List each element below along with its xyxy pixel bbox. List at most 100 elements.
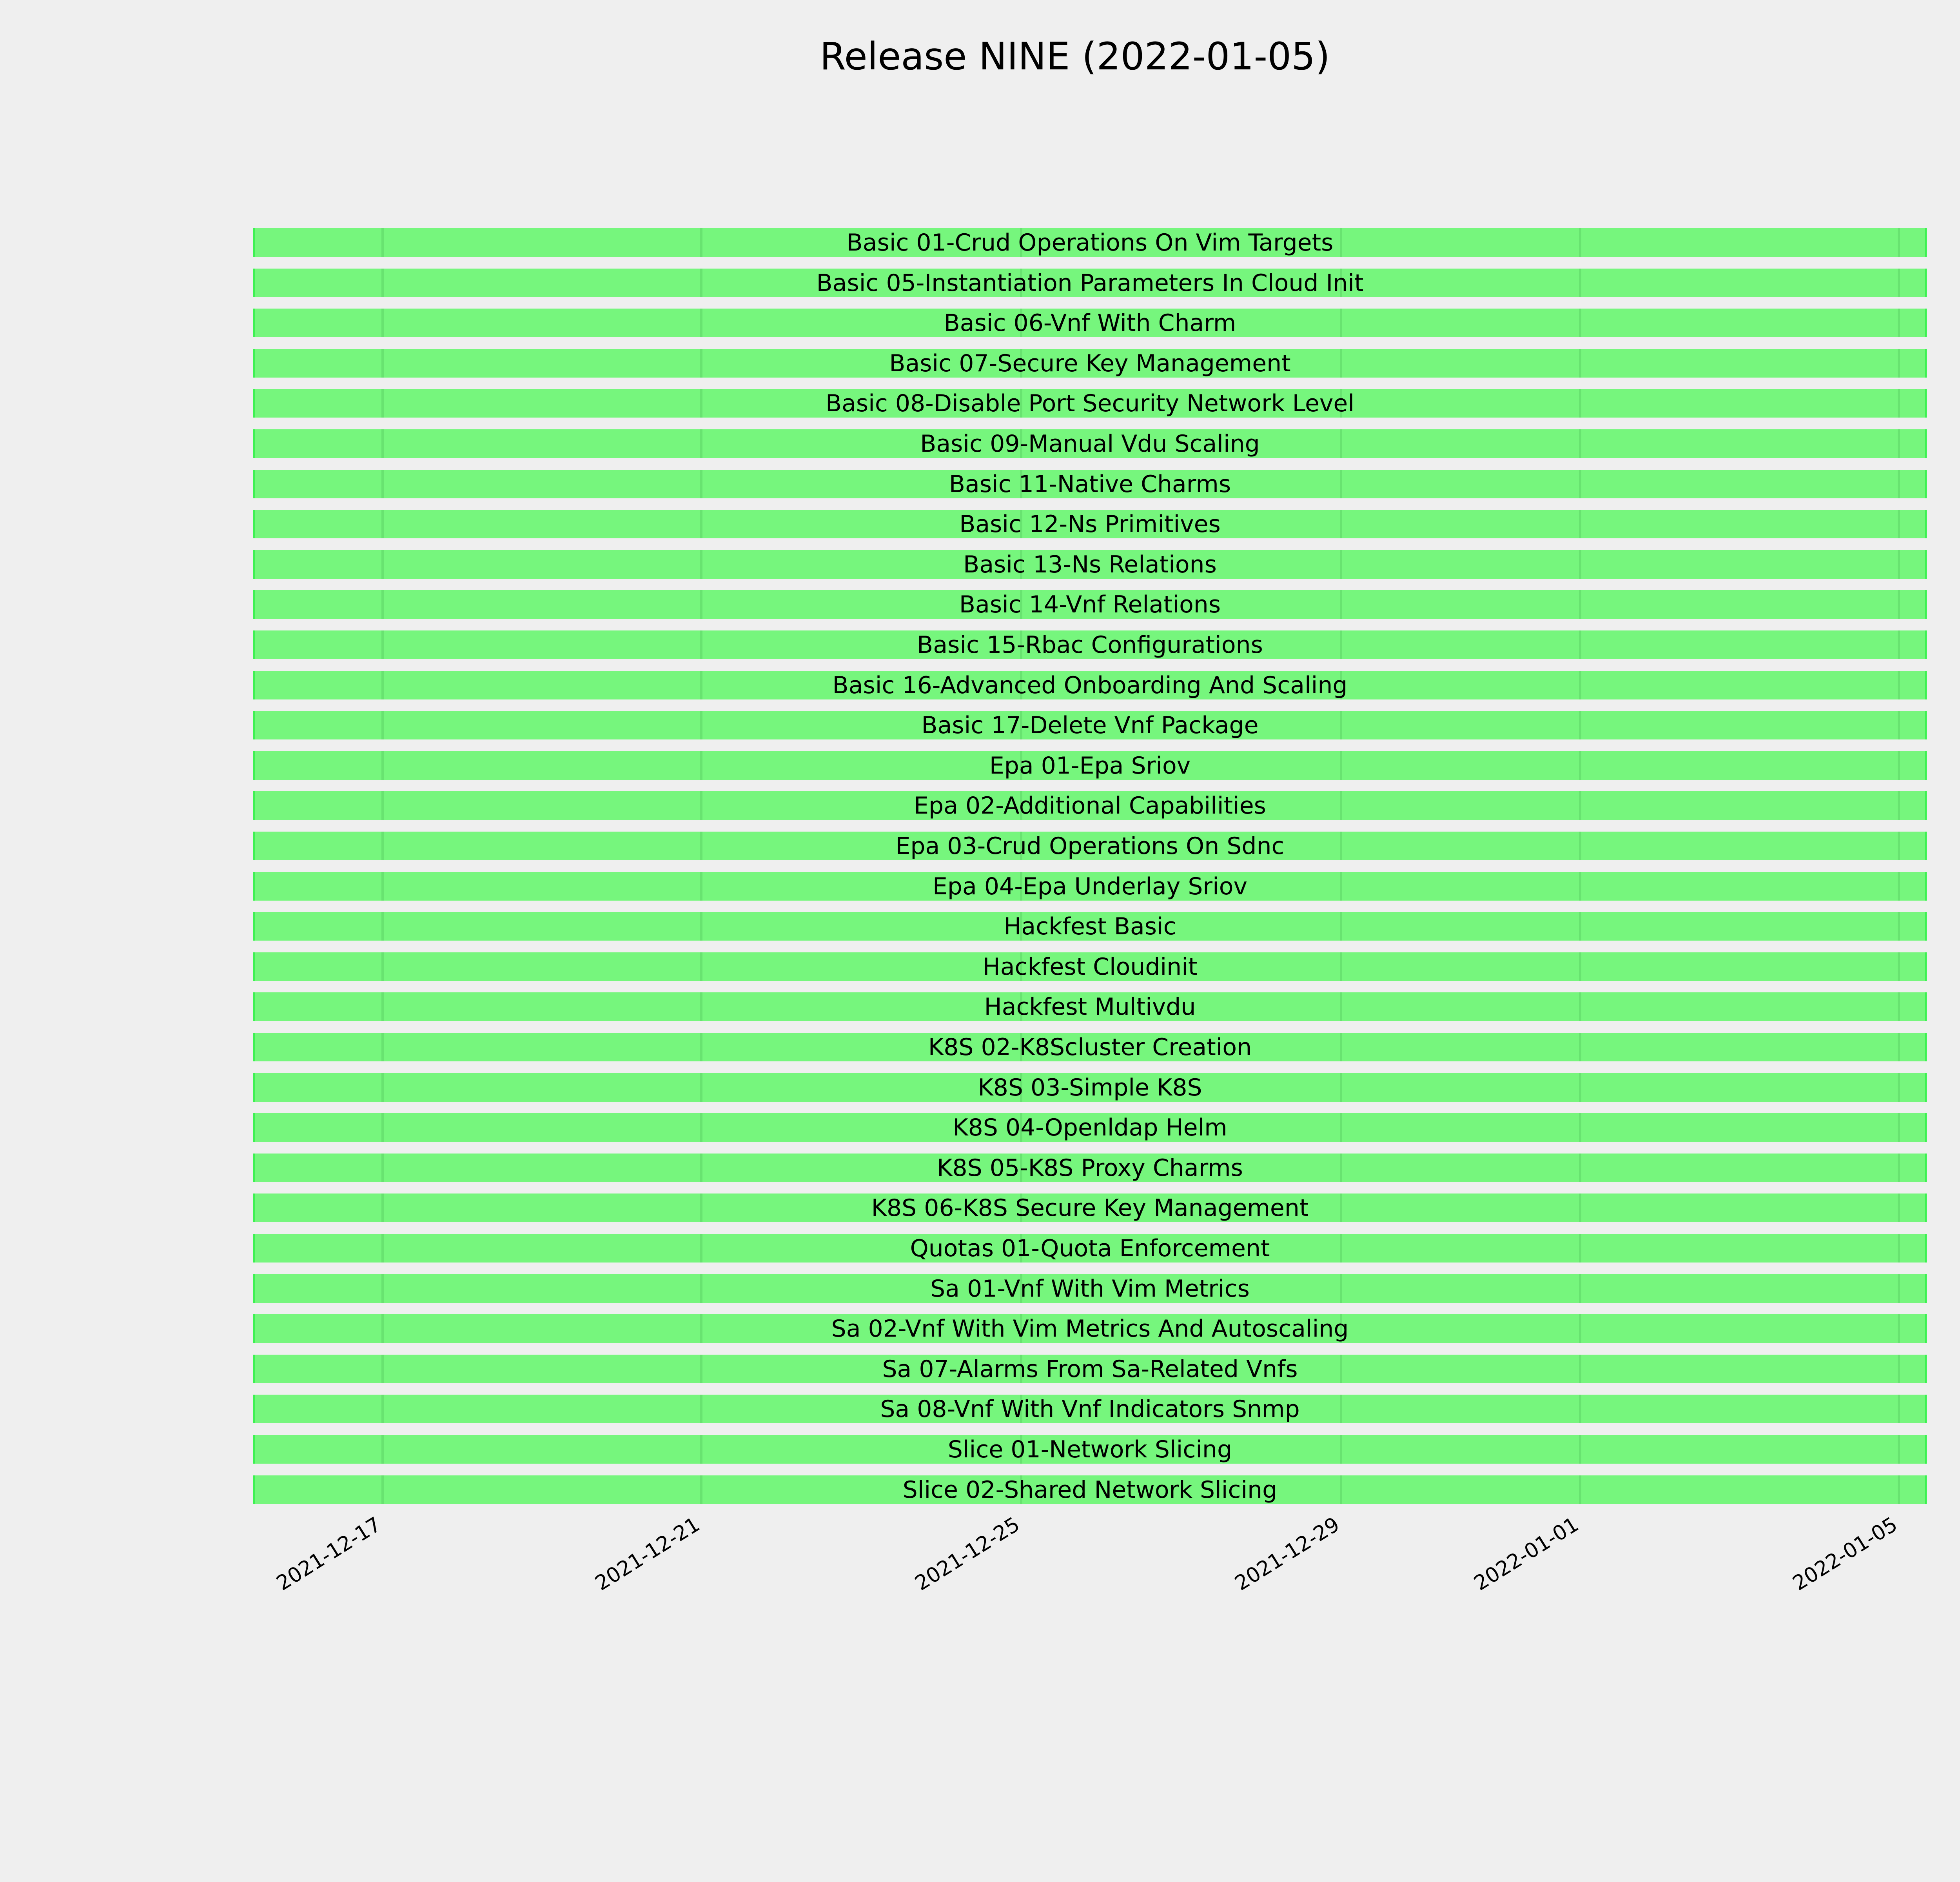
bar-end-edge xyxy=(1925,550,1927,579)
gridline-seam xyxy=(381,269,384,297)
gridline-seam xyxy=(1579,1113,1581,1142)
gridline-seam xyxy=(1340,711,1342,739)
gantt-bar: K8S 06-K8S Secure Key Management xyxy=(253,1194,1927,1222)
gridline-seam xyxy=(1340,228,1342,257)
gridline-seam xyxy=(1020,1033,1022,1061)
gantt-bar: Basic 13-Ns Relations xyxy=(253,550,1927,579)
bar-start-edge xyxy=(253,912,255,941)
bar-start-edge xyxy=(253,872,255,901)
bar-label: Quotas 01-Quota Enforcement xyxy=(910,1234,1270,1262)
bar-end-edge xyxy=(1925,1435,1927,1464)
bar-label: K8S 05-K8S Proxy Charms xyxy=(937,1154,1243,1182)
gridline-seam xyxy=(381,1475,384,1504)
bar-end-edge xyxy=(1925,1475,1927,1504)
gridline-seam xyxy=(1340,1234,1342,1263)
gridline-seam xyxy=(1020,1395,1022,1423)
gridline-seam xyxy=(1340,1154,1342,1182)
gridline-seam xyxy=(1898,349,1900,378)
gantt-bar: Epa 02-Additional Capabilities xyxy=(253,791,1927,820)
gridline-seam xyxy=(700,269,702,297)
gridline-seam xyxy=(1579,389,1581,418)
bar-start-edge xyxy=(253,510,255,538)
gantt-bar: Basic 08-Disable Port Security Network L… xyxy=(253,389,1927,418)
gridline-seam xyxy=(1579,228,1581,257)
gridline-seam xyxy=(381,912,384,941)
gridline-seam xyxy=(1340,590,1342,619)
gridline-seam xyxy=(1020,590,1022,619)
gridline-seam xyxy=(1020,1435,1022,1464)
gridline-seam xyxy=(700,389,702,418)
bar-start-edge xyxy=(253,309,255,337)
gridline-seam xyxy=(1579,1274,1581,1303)
gridline-seam xyxy=(1898,1435,1900,1464)
gridline-seam xyxy=(1340,269,1342,297)
bar-label: Sa 01-Vnf With Vim Metrics xyxy=(930,1275,1250,1303)
x-tick-label: 2021-12-25 xyxy=(911,1513,1024,1596)
bar-end-edge xyxy=(1925,751,1927,780)
gridline-seam xyxy=(381,791,384,820)
gridline-seam xyxy=(700,1355,702,1383)
gridline-seam xyxy=(700,429,702,458)
x-tick-label: 2021-12-29 xyxy=(1230,1513,1344,1596)
gridline-seam xyxy=(700,1073,702,1102)
bar-label: Slice 01-Network Slicing xyxy=(947,1435,1232,1463)
bar-label: Basic 06-Vnf With Charm xyxy=(944,309,1236,337)
gridline-seam xyxy=(381,309,384,337)
gridline-seam xyxy=(1898,1475,1900,1504)
bar-label: Basic 01-Crud Operations On Vim Targets xyxy=(846,229,1334,256)
bar-label: Basic 15-Rbac Configurations xyxy=(917,631,1263,659)
gridline-seam xyxy=(1340,671,1342,699)
bar-end-edge xyxy=(1925,1194,1927,1222)
gridline-seam xyxy=(1020,1355,1022,1383)
gantt-bar: K8S 03-Simple K8S xyxy=(253,1073,1927,1102)
gridline-seam xyxy=(700,912,702,941)
bar-start-edge xyxy=(253,1033,255,1061)
gridline-seam xyxy=(700,510,702,538)
gridline-seam xyxy=(1020,1073,1022,1102)
bar-end-edge xyxy=(1925,791,1927,820)
gridline-seam xyxy=(1020,671,1022,699)
bar-start-edge xyxy=(253,630,255,659)
gridline-seam xyxy=(1340,309,1342,337)
bar-start-edge xyxy=(253,1435,255,1464)
gridline-seam xyxy=(1579,1355,1581,1383)
bar-label: Basic 12-Ns Primitives xyxy=(959,510,1221,538)
bar-start-edge xyxy=(253,1234,255,1263)
gridline-seam xyxy=(381,832,384,860)
gantt-bar: Basic 12-Ns Primitives xyxy=(253,510,1927,538)
gridline-seam xyxy=(700,671,702,699)
x-tick-label: 2021-12-21 xyxy=(591,1513,704,1596)
gridline-seam xyxy=(381,872,384,901)
gridline-seam xyxy=(1340,510,1342,538)
gridline-seam xyxy=(1579,671,1581,699)
bar-start-edge xyxy=(253,429,255,458)
gridline-seam xyxy=(700,470,702,498)
bar-label: Epa 04-Epa Underlay Sriov xyxy=(933,872,1247,900)
gridline-seam xyxy=(700,309,702,337)
gridline-seam xyxy=(1340,470,1342,498)
gantt-bar: K8S 04-Openldap Helm xyxy=(253,1113,1927,1142)
gridline-seam xyxy=(1579,1475,1581,1504)
gridline-seam xyxy=(1020,1475,1022,1504)
gridline-seam xyxy=(1340,992,1342,1021)
gridline-seam xyxy=(381,1314,384,1343)
bar-label: Epa 02-Additional Capabilities xyxy=(914,792,1266,819)
gridline-seam xyxy=(1898,228,1900,257)
gridline-seam xyxy=(1020,992,1022,1021)
gridline-seam xyxy=(1340,1033,1342,1061)
gridline-seam xyxy=(1898,872,1900,901)
gridline-seam xyxy=(700,349,702,378)
bar-label: K8S 03-Simple K8S xyxy=(978,1074,1202,1101)
bar-label: K8S 02-K8Scluster Creation xyxy=(928,1033,1252,1061)
gridline-seam xyxy=(1579,1435,1581,1464)
bar-end-edge xyxy=(1925,1355,1927,1383)
gridline-seam xyxy=(381,1113,384,1142)
gridline-seam xyxy=(1579,711,1581,739)
gridline-seam xyxy=(1898,470,1900,498)
bar-label: Basic 08-Disable Port Security Network L… xyxy=(825,389,1354,417)
gridline-seam xyxy=(1340,349,1342,378)
bar-label: Hackfest Cloudinit xyxy=(982,953,1198,981)
gridline-seam xyxy=(700,228,702,257)
gridline-seam xyxy=(1020,711,1022,739)
gridline-seam xyxy=(1579,1194,1581,1222)
